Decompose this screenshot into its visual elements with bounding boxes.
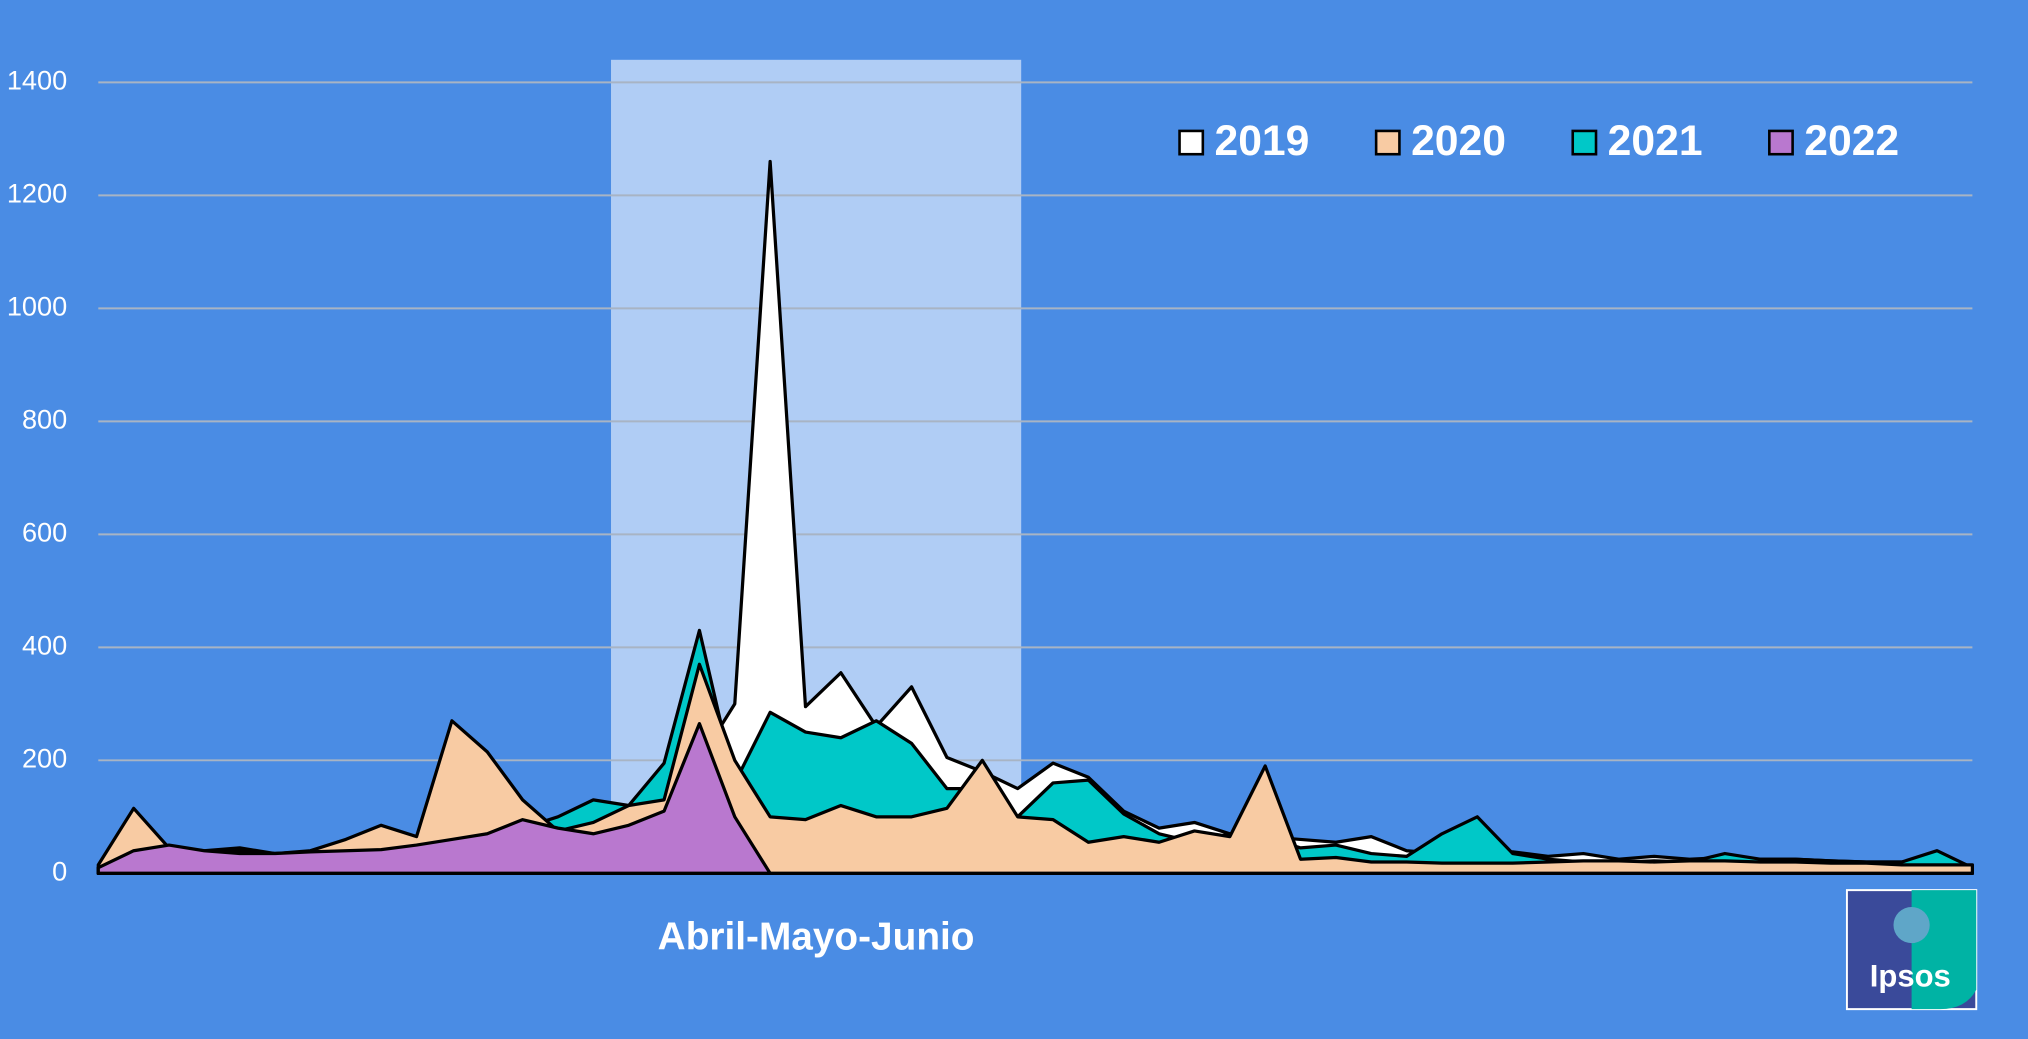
- legend-swatch: [1374, 129, 1401, 156]
- y-tick-label: 200: [22, 743, 67, 774]
- legend-label: 2021: [1608, 117, 1703, 165]
- y-tick-label: 1200: [7, 178, 67, 209]
- highlight-label: Abril-Mayo-Junio: [658, 916, 975, 959]
- y-tick-label: 1000: [7, 291, 67, 322]
- logo-text: Ipsos: [1870, 958, 1951, 993]
- logo: Ipsos: [1845, 889, 1978, 1011]
- legend-swatch: [1571, 129, 1598, 156]
- legend-swatch: [1768, 129, 1794, 156]
- legend-swatch: [1178, 129, 1205, 156]
- legend-label: 2020: [1411, 117, 1506, 165]
- logo-head: [1893, 906, 1930, 944]
- area: [96, 662, 1975, 875]
- legend-label: 2022: [1804, 117, 1899, 165]
- y-tick-label: 600: [22, 517, 67, 548]
- legend-label: 2019: [1214, 117, 1309, 165]
- y-tick-label: 400: [22, 630, 67, 661]
- area: [96, 721, 772, 875]
- y-tick-label: 0: [52, 855, 67, 886]
- y-tick-label: 1400: [7, 65, 67, 96]
- y-tick-label: 800: [22, 404, 67, 435]
